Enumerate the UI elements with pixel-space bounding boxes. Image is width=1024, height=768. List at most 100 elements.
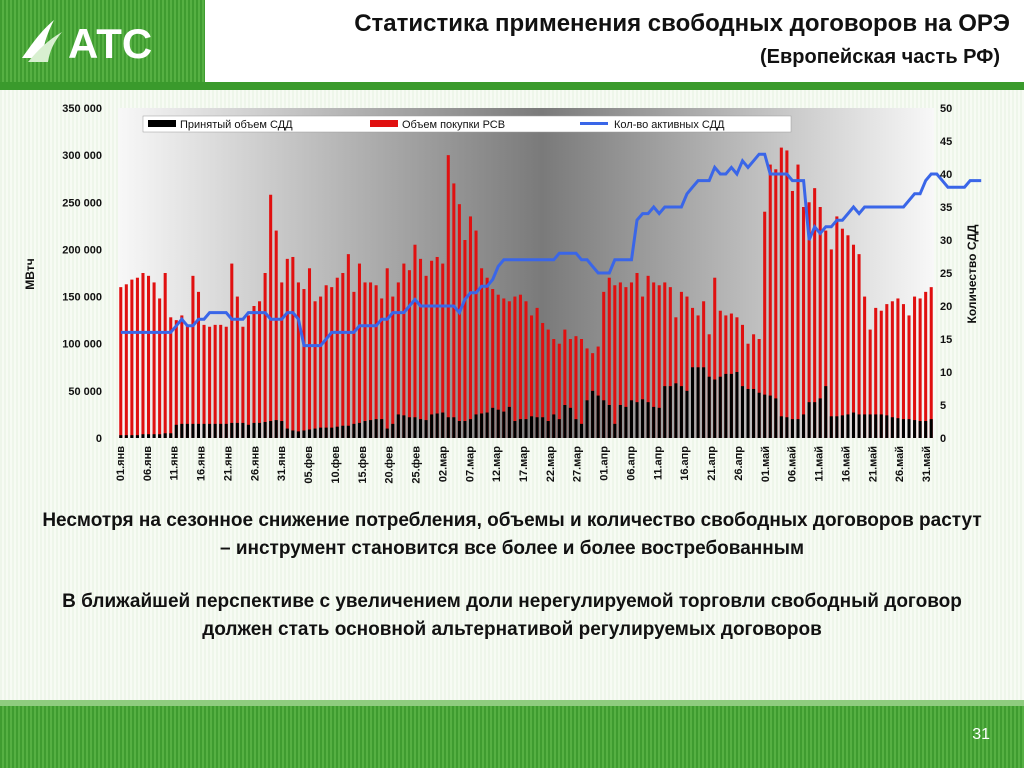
purchase-bar (357, 263, 361, 438)
accepted-bar (824, 386, 828, 438)
purchase-bar (474, 230, 478, 438)
x-tick-label: 10.фев (330, 446, 342, 484)
purchase-bar (824, 230, 828, 438)
y-tick-label: 250 000 (62, 197, 102, 209)
accepted-bar (135, 435, 139, 438)
accepted-bar (235, 422, 239, 438)
accepted-bar (180, 423, 184, 438)
purchase-bar (185, 324, 189, 438)
accepted-bars (119, 367, 933, 438)
purchase-bar (652, 282, 656, 438)
purchase-bar (147, 275, 151, 438)
x-tick-label: 25.фев (411, 446, 423, 484)
purchase-bar (657, 285, 661, 438)
accepted-bar (629, 400, 633, 438)
purchase-bar (807, 202, 811, 438)
accepted-bar (208, 423, 212, 438)
x-tick-label: 02.мар (437, 446, 449, 482)
legend-count: Кол-во активных СДД (614, 119, 725, 131)
accepted-bar (546, 421, 550, 438)
x-tick-label: 21.май (867, 446, 879, 482)
purchase-bar (829, 249, 833, 438)
purchase-bar (391, 296, 395, 438)
purchase-bar (924, 291, 928, 438)
y-tick-label: 200 000 (62, 244, 102, 256)
purchase-bar (879, 310, 883, 438)
purchase-bar (896, 298, 900, 438)
x-tick-label: 06.май (787, 446, 799, 482)
purchase-bar (552, 339, 556, 438)
y2-tick-label: 40 (940, 169, 952, 181)
accepted-bar (457, 421, 461, 438)
purchase-bar (346, 254, 350, 438)
header-divider (0, 82, 1024, 90)
purchase-bar (513, 296, 517, 438)
page-title: Статистика применения свободных договоро… (354, 10, 1010, 37)
accepted-bar (169, 433, 173, 438)
accepted-bar (352, 423, 356, 438)
purchase-bar (119, 287, 123, 438)
purchase-bar (885, 304, 889, 438)
purchase-bar (441, 263, 445, 438)
purchase-bar (752, 334, 756, 438)
purchase-bar (330, 287, 334, 438)
accepted-bar (663, 386, 667, 438)
accepted-bar (657, 407, 661, 438)
accepted-bar (607, 405, 611, 438)
accepted-bar (691, 367, 695, 438)
x-axis-ticks: 01.янв 06.янв 11.янв 16.янв 21.янв 26.янв 31.я… (115, 446, 933, 484)
accepted-bar (202, 423, 206, 438)
x-tick-label: 27.мар (572, 446, 584, 482)
accepted-bar (668, 386, 672, 438)
purchase-bar (646, 275, 650, 438)
purchase-bar (307, 268, 312, 438)
x-tick-label: 06.янв (142, 446, 154, 481)
accepted-bar (330, 427, 334, 438)
accepted-bar (857, 414, 861, 438)
accepted-bar (868, 414, 872, 438)
purchase-bar (563, 329, 567, 438)
accepted-bar (563, 405, 567, 438)
purchase-bar (196, 291, 201, 438)
y2-tick-label: 35 (940, 202, 952, 214)
purchase-bar (274, 230, 278, 438)
accepted-bar (435, 413, 439, 438)
accepted-bar (574, 419, 578, 438)
purchase-bar (280, 282, 284, 438)
accepted-bar (141, 434, 145, 438)
purchase-bar (524, 301, 528, 438)
purchase-bar (174, 320, 178, 438)
purchase-bar (324, 285, 328, 438)
purchase-bar (363, 282, 367, 438)
y2-tick-label: 5 (940, 400, 946, 412)
purchase-bar (158, 298, 162, 438)
accepted-bar (541, 417, 545, 438)
purchase-bar (607, 277, 611, 438)
purchase-bar (546, 329, 550, 438)
x-tick-label: 11.янв (169, 446, 181, 481)
accepted-bar (740, 386, 745, 438)
purchase-bar (130, 279, 134, 438)
accepted-bar (313, 428, 317, 438)
y-tick-label: 350 000 (62, 103, 102, 115)
accepted-bar (502, 411, 506, 438)
accepted-bar (702, 367, 706, 438)
purchase-bar (818, 207, 822, 438)
purchase-bar (507, 301, 511, 438)
purchase-bar (901, 304, 905, 438)
accepted-bar (496, 409, 500, 438)
y-tick-label: 0 (96, 433, 102, 445)
purchase-bar (446, 155, 450, 438)
purchase-bar (224, 326, 228, 438)
purchase-bar (790, 190, 794, 438)
x-tick-label: 11.апр (652, 446, 664, 480)
accepted-bar (369, 420, 373, 438)
purchase-bar (835, 216, 839, 438)
accepted-bar (679, 386, 683, 438)
purchase-bar (241, 326, 245, 438)
accepted-bar (874, 414, 878, 438)
purchase-bar (641, 296, 645, 438)
purchase-bar (380, 298, 384, 438)
accepted-bar (785, 417, 789, 438)
